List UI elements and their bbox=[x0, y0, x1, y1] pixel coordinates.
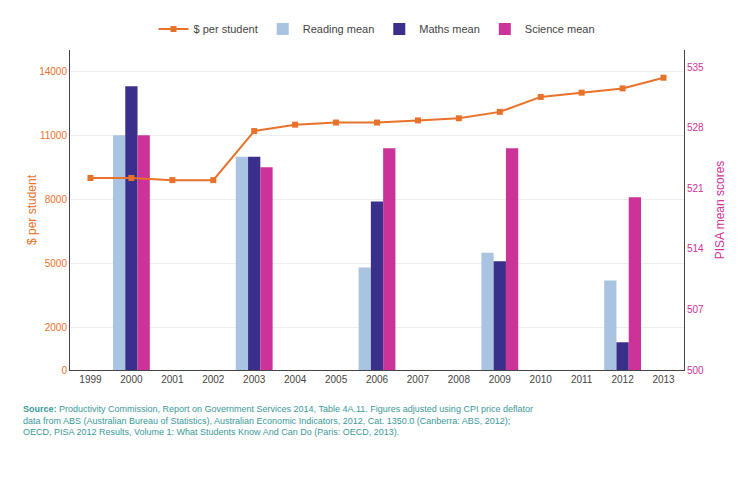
svg-text:2001: 2001 bbox=[161, 374, 184, 385]
svg-text:2000: 2000 bbox=[45, 322, 68, 333]
svg-text:514: 514 bbox=[687, 243, 704, 254]
svg-text:500: 500 bbox=[687, 365, 704, 376]
svg-text:2009: 2009 bbox=[489, 374, 512, 385]
svg-text:Maths mean: Maths mean bbox=[419, 23, 480, 35]
svg-text:Source: Productivity Commissio: Source: Productivity Commission, Report … bbox=[23, 404, 533, 437]
svg-text:528: 528 bbox=[687, 122, 704, 133]
svg-text:2002: 2002 bbox=[202, 374, 225, 385]
svg-text:2008: 2008 bbox=[448, 374, 471, 385]
svg-text:1999: 1999 bbox=[79, 374, 102, 385]
svg-text:535: 535 bbox=[687, 62, 704, 73]
svg-text:2005: 2005 bbox=[325, 374, 348, 385]
svg-text:2000: 2000 bbox=[120, 374, 143, 385]
svg-text:8000: 8000 bbox=[45, 194, 68, 205]
svg-text:2010: 2010 bbox=[530, 374, 553, 385]
svg-text:PISA mean scores: PISA mean scores bbox=[713, 161, 727, 260]
svg-text:5000: 5000 bbox=[45, 258, 68, 269]
svg-text:521: 521 bbox=[687, 183, 704, 194]
svg-text:$ per student: $ per student bbox=[25, 174, 39, 245]
svg-text:Science mean: Science mean bbox=[525, 23, 595, 35]
svg-text:2003: 2003 bbox=[243, 374, 266, 385]
svg-text:2007: 2007 bbox=[407, 374, 430, 385]
svg-text:2012: 2012 bbox=[611, 374, 634, 385]
svg-text:507: 507 bbox=[687, 304, 704, 315]
svg-text:0: 0 bbox=[61, 365, 67, 376]
svg-text:$ per student: $ per student bbox=[194, 23, 258, 35]
svg-text:2013: 2013 bbox=[652, 374, 675, 385]
svg-text:2004: 2004 bbox=[284, 374, 307, 385]
svg-text:2006: 2006 bbox=[366, 374, 389, 385]
svg-text:11000: 11000 bbox=[40, 130, 68, 141]
svg-text:Reading mean: Reading mean bbox=[303, 23, 375, 35]
svg-text:14000: 14000 bbox=[39, 66, 67, 77]
svg-text:2011: 2011 bbox=[571, 374, 593, 385]
